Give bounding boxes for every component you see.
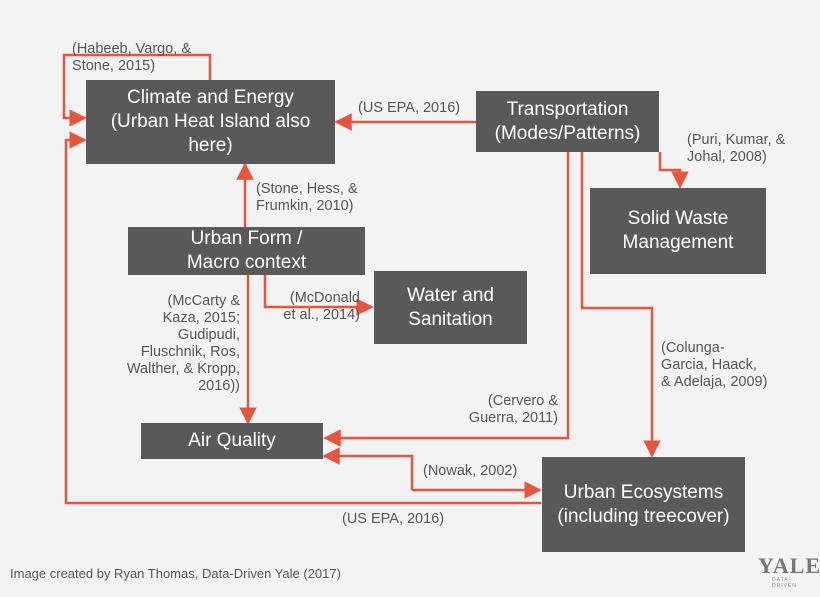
citation-colunga: (Colunga- Garcia, Haack, & Adelaja, 2009… <box>661 340 768 390</box>
arrow-air-ecosystems-bidirectional <box>322 447 414 490</box>
node-climate-energy-label: Climate and Energy (Urban Heat Island al… <box>110 87 311 156</box>
arrow-transport-to-air <box>323 152 570 447</box>
node-water-sanitation-label: Water and Sanitation <box>407 284 494 330</box>
arrow-transport-to-solid-waste <box>658 152 689 189</box>
node-transportation-label: Transportation (Modes/Patterns) <box>494 98 641 144</box>
node-urban-ecosystems-label: Urban Ecosystems (including treecover) <box>557 481 730 527</box>
citation-epa-bottom: (US EPA, 2016) <box>342 511 445 527</box>
arrow-transport-to-ecosystems <box>580 152 661 458</box>
citation-mcdonald: (McDonald et al., 2014) <box>283 290 360 323</box>
arrow-climate-self-loop <box>62 53 212 127</box>
node-solid-waste: Solid Waste Management <box>590 188 766 274</box>
node-air-quality: Air Quality <box>141 423 323 459</box>
arrow-ecosystems-to-climate <box>64 131 541 505</box>
node-solid-waste-label: Solid Waste Management <box>622 208 734 253</box>
node-air-quality-label: Air Quality <box>188 430 276 451</box>
citation-cervero: (Cervero & Guerra, 2011) <box>468 393 558 426</box>
node-climate-energy: Climate and Energy (Urban Heat Island al… <box>86 80 335 164</box>
citation-habeeb: (Habeeb, Vargo, & Stone, 2015) <box>72 41 192 74</box>
image-credit: Image created by Ryan Thomas, Data-Drive… <box>10 566 341 581</box>
citation-puri: (Puri, Kumar, & Johal, 2008) <box>687 132 786 165</box>
yale-logo-text: YALE <box>758 553 820 578</box>
node-urban-ecosystems: Urban Ecosystems (including treecover) <box>542 457 745 552</box>
yale-logo-subtext: DATA-DRIVEN <box>772 577 797 589</box>
node-transportation: Transportation (Modes/Patterns) <box>476 91 659 152</box>
citation-stone: (Stone, Hess, & Frumkin, 2010) <box>256 181 358 214</box>
yale-logo: YALE DATA-DRIVEN <box>758 553 820 589</box>
node-urban-form-label: Urban Form / Macro context <box>186 228 307 273</box>
citation-epa-top: (US EPA, 2016) <box>358 100 461 116</box>
citation-nowak: (Nowak, 2002) <box>423 463 518 479</box>
node-urban-form: Urban Form / Macro context <box>128 227 365 275</box>
node-water-sanitation: Water and Sanitation <box>374 271 527 344</box>
citation-mccarty: (McCarty & Kaza, 2015; Gudipudi, Fluschn… <box>126 293 240 394</box>
arrow-urban-form-to-water <box>263 275 374 316</box>
